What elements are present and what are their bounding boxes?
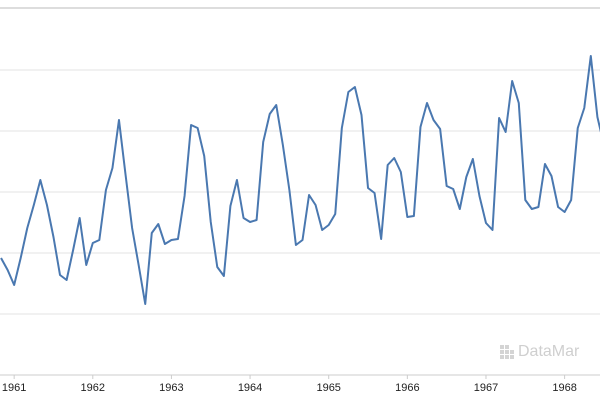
watermark-text: DataMar: [518, 343, 580, 360]
plot-area: [0, 55, 600, 305]
line-series: [0, 55, 600, 305]
x-tick-label: 1961: [2, 382, 26, 394]
x-tick-label: 1965: [316, 382, 340, 394]
x-tick-label: 1967: [474, 382, 498, 394]
x-tick-label: 1963: [159, 382, 183, 394]
watermark: DataMar: [500, 343, 580, 360]
x-tick-label: 1964: [238, 382, 262, 394]
x-tick-label: 1968: [552, 382, 576, 394]
x-tick-label: 1962: [81, 382, 105, 394]
x-tick-label: 1966: [395, 382, 419, 394]
